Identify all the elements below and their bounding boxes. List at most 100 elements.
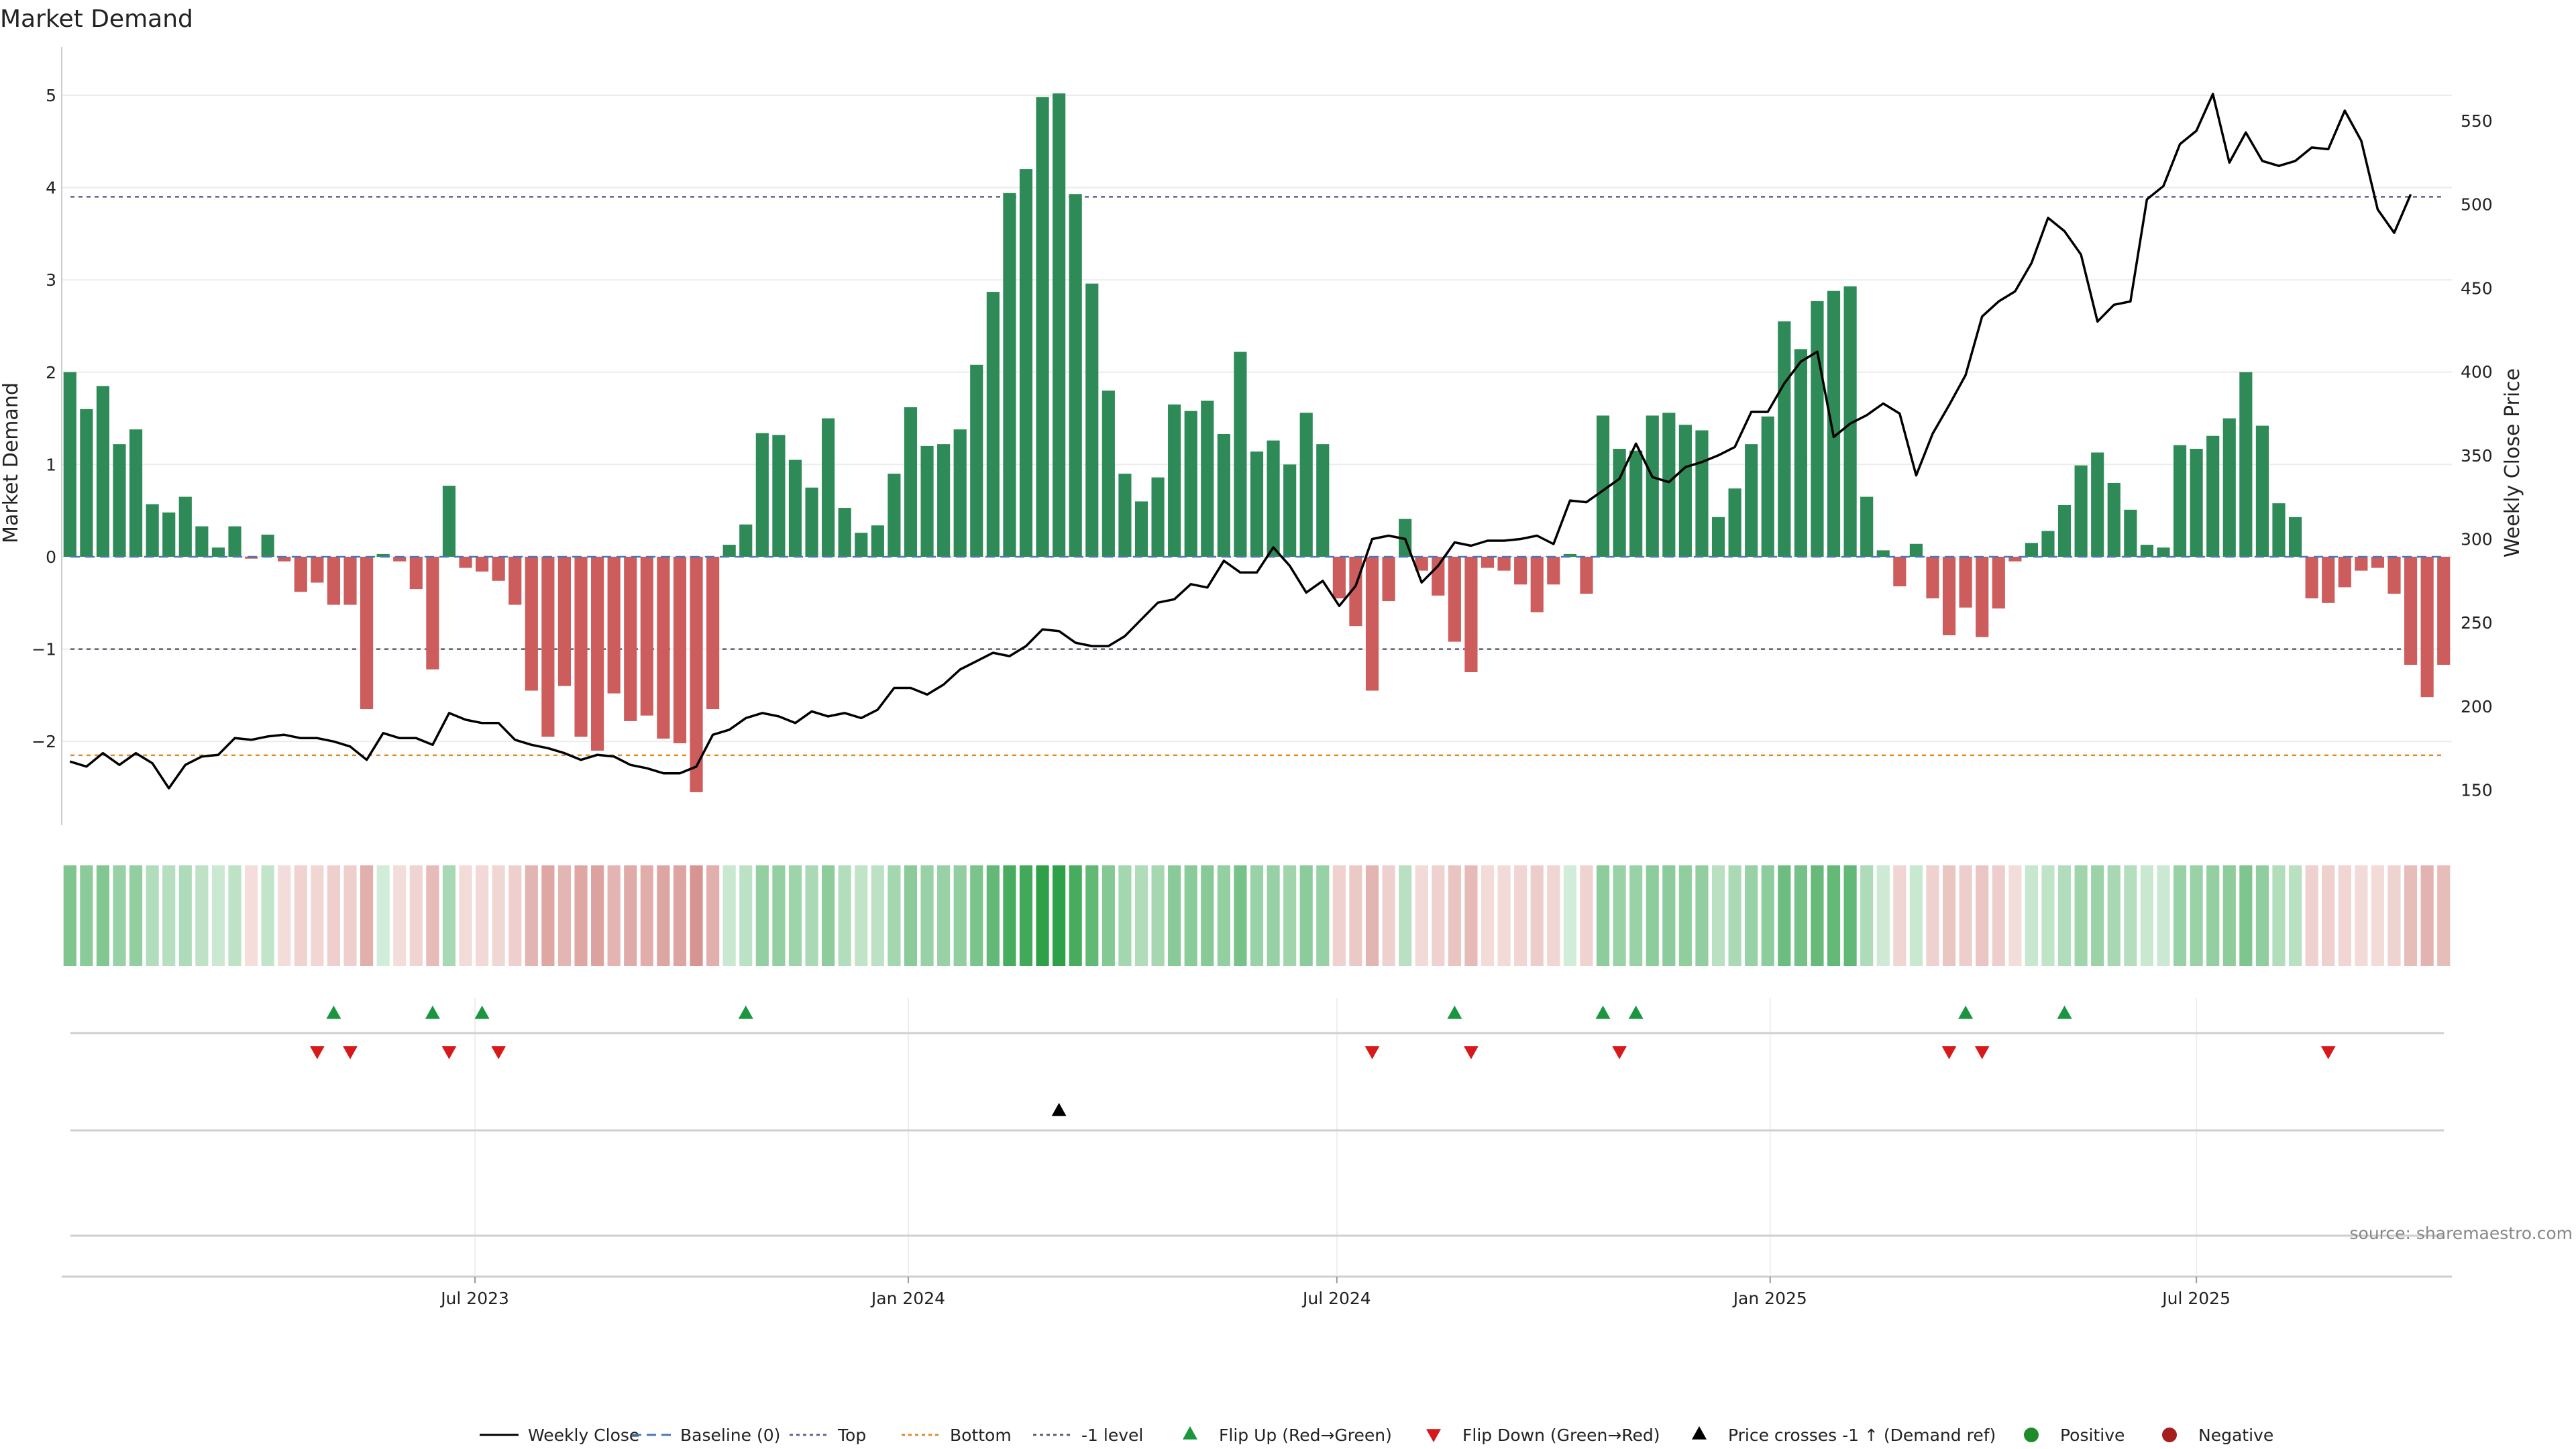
heat-cell <box>1365 865 1379 966</box>
heat-cell <box>1629 865 1643 966</box>
right-tick-label: 300 <box>2461 530 2493 549</box>
negative-bar <box>2437 557 2451 665</box>
weekly-close-line <box>69 93 2412 790</box>
heat-cell <box>1646 865 1659 966</box>
left-axis-ticks: 5 4 3 2 1 0 −1 −2 <box>32 86 56 751</box>
positive-bar <box>1662 413 1676 557</box>
positive-bar <box>1695 430 1709 557</box>
right-tick-label: 150 <box>2461 781 2493 800</box>
positive-bar <box>261 534 274 557</box>
heat-cell <box>1514 865 1527 966</box>
positive-bar <box>63 372 76 557</box>
negative-bar <box>294 557 307 592</box>
heat-cell <box>706 865 720 966</box>
positive-bar <box>80 409 93 557</box>
left-tick-label: 2 <box>46 363 56 382</box>
heat-cell <box>2255 865 2269 966</box>
heat-cell <box>805 865 818 966</box>
positive-bar <box>953 429 967 557</box>
heat-cell <box>1448 865 1461 966</box>
heat-cell <box>1464 865 1478 966</box>
legend-label: Flip Up (Red→Green) <box>1219 1426 1392 1445</box>
flip-down-marker <box>343 1046 358 1059</box>
heat-cell <box>1382 865 1395 966</box>
right-tick-label: 450 <box>2461 278 2493 298</box>
heat-cell <box>1959 865 1972 966</box>
demand-bars <box>63 93 2451 792</box>
flip-up-marker <box>1447 1006 1462 1019</box>
heat-cell <box>657 865 670 966</box>
heat-cell <box>624 865 637 966</box>
negative-bar <box>1580 557 1593 594</box>
heat-cell <box>294 865 307 966</box>
negative-bar <box>2008 557 2022 561</box>
negative-bar <box>409 557 423 590</box>
legend-label: Baseline (0) <box>680 1426 780 1445</box>
heat-cell <box>822 865 835 966</box>
positive-bar <box>1118 474 1132 557</box>
positive-bar <box>442 486 456 557</box>
positive-bar <box>1596 415 1610 557</box>
positive-bar <box>1728 488 1741 557</box>
positive-bar <box>2041 531 2055 557</box>
positive-bar <box>1201 400 1214 557</box>
heat-cell <box>2288 865 2302 966</box>
flip-down-marker <box>1364 1046 1380 1059</box>
heat-cell <box>1843 865 1857 966</box>
heat-cell <box>1118 865 1132 966</box>
heat-cell <box>525 865 538 966</box>
heat-cell <box>261 865 274 966</box>
heat-cell <box>1250 865 1264 966</box>
positive-bar <box>920 445 934 557</box>
heat-cell <box>1942 865 1956 966</box>
heat-cell <box>1876 865 1890 966</box>
flip-up-marker <box>1628 1006 1644 1019</box>
negative-bar <box>1365 557 1379 691</box>
negative-bar <box>525 557 538 691</box>
heat-cell <box>162 865 176 966</box>
heat-cell <box>2025 865 2038 966</box>
positive-bar <box>1811 301 1824 557</box>
positive-bar <box>1102 390 1115 557</box>
heat-cell <box>1168 865 1181 966</box>
heat-cell <box>920 865 934 966</box>
negative-bar <box>2420 557 2434 698</box>
heat-cell <box>1432 865 1445 966</box>
negative-bar <box>459 557 472 568</box>
heat-cell <box>1596 865 1610 966</box>
positive-bar <box>1794 349 1807 557</box>
left-tick-label: 4 <box>46 178 56 198</box>
legend-positive-dot <box>2024 1428 2039 1442</box>
heat-cell <box>1201 865 1214 966</box>
heat-cell <box>360 865 374 966</box>
heat-cell <box>2322 865 2335 966</box>
heat-cell <box>755 865 769 966</box>
legend-label: Negative <box>2198 1426 2273 1445</box>
heat-cell <box>2371 865 2385 966</box>
negative-bar <box>1432 557 1445 596</box>
positive-bar <box>1299 413 1313 557</box>
x-tick-label: Jul 2025 <box>2161 1289 2231 1308</box>
positive-bar <box>1711 517 1725 557</box>
positive-bar <box>2057 504 2072 557</box>
left-tick-label: 3 <box>46 270 56 290</box>
flip-down-marker <box>491 1046 506 1059</box>
heat-cell <box>508 865 522 966</box>
heat-cell <box>772 865 786 966</box>
heat-cell <box>1909 865 1923 966</box>
heat-cell <box>1349 865 1362 966</box>
negative-bar <box>2322 557 2335 603</box>
heat-cell <box>2074 865 2088 966</box>
positive-bar <box>96 386 110 557</box>
legend-flip-down-icon <box>1426 1429 1441 1442</box>
legend-label: Top <box>837 1426 866 1445</box>
heat-cell <box>2272 865 2286 966</box>
heat-cell <box>343 865 357 966</box>
negative-bar <box>244 557 258 559</box>
heat-cell <box>2222 865 2236 966</box>
negative-bar <box>2305 557 2318 598</box>
negative-bar <box>591 557 604 751</box>
positive-bar <box>162 512 176 557</box>
positive-bar <box>1069 194 1082 557</box>
left-tick-label: −2 <box>32 732 56 751</box>
